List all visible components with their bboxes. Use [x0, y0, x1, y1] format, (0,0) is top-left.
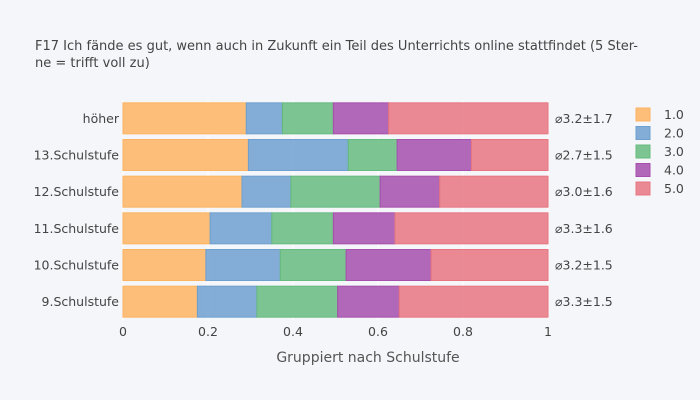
- y-tick-label: 10.Schulstufe: [34, 258, 120, 273]
- y-tick-label: 12.Schulstufe: [34, 184, 120, 199]
- bar-segment[interactable]: [281, 102, 334, 135]
- legend-label: 5.0: [664, 181, 684, 196]
- bars-layer: [122, 102, 549, 318]
- y-tick-labels: höher 13.Schulstufe 12.Schulstufe 11.Schuls…: [34, 111, 120, 309]
- x-tick-label: 1: [544, 324, 552, 339]
- stat-annotation: ⌀3.2±1.5: [555, 258, 613, 273]
- legend-swatch: [635, 181, 651, 196]
- legend-item[interactable]: 4.0: [635, 163, 684, 178]
- stat-annotation: ⌀3.3±1.6: [555, 221, 613, 236]
- y-tick-label: 11.Schulstufe: [34, 221, 120, 236]
- bar-segment[interactable]: [388, 102, 549, 135]
- bar-segment[interactable]: [271, 212, 334, 245]
- bar-segment[interactable]: [209, 212, 273, 245]
- bar-segment[interactable]: [290, 175, 381, 208]
- x-axis-label: Gruppiert nach Schulstufe: [276, 350, 459, 366]
- legend-swatch: [635, 126, 651, 140]
- chart-title-line-1: F17 Ich fände es gut, wenn auch in Zukun…: [35, 39, 638, 54]
- bar-segment[interactable]: [332, 102, 390, 135]
- bar-segment[interactable]: [396, 139, 472, 171]
- bar-segment[interactable]: [394, 212, 549, 245]
- bar-segment[interactable]: [245, 102, 283, 135]
- bar-segment[interactable]: [122, 285, 198, 318]
- legend-item[interactable]: 5.0: [635, 181, 684, 196]
- x-tick-label: 0: [119, 324, 127, 339]
- legend-item[interactable]: 2.0: [635, 126, 684, 141]
- grid-layer: [122, 100, 549, 320]
- y-tick-label: höher: [83, 111, 120, 126]
- bar-segment[interactable]: [247, 139, 349, 171]
- bar-segment[interactable]: [196, 285, 258, 318]
- bar-segment[interactable]: [337, 285, 400, 318]
- bar-segment[interactable]: [430, 249, 549, 281]
- legend-label: 4.0: [664, 163, 684, 178]
- bar-segment[interactable]: [379, 175, 441, 208]
- legend-swatch: [635, 144, 651, 159]
- bar-segment[interactable]: [122, 139, 249, 171]
- legend[interactable]: 1.0 2.0 3.0 4.0 5.0: [635, 107, 684, 196]
- legend-item[interactable]: 3.0: [635, 144, 684, 159]
- stat-annotation: ⌀3.3±1.5: [555, 294, 613, 309]
- x-tick-label: 0.2: [198, 324, 218, 339]
- stat-annotation: ⌀3.0±1.6: [555, 184, 613, 199]
- bar-segment[interactable]: [241, 175, 292, 208]
- bar-segment[interactable]: [122, 102, 247, 135]
- bar-segment[interactable]: [205, 249, 281, 281]
- y-tick-label: 9.Schulstufe: [42, 294, 120, 309]
- stat-annotation: ⌀3.2±1.7: [555, 111, 613, 126]
- bar-segment[interactable]: [122, 249, 207, 281]
- legend-swatch: [635, 107, 651, 122]
- legend-label: 1.0: [664, 107, 684, 122]
- legend-label: 2.0: [664, 126, 684, 141]
- bar-segment[interactable]: [347, 139, 398, 171]
- bar-segment[interactable]: [439, 175, 549, 208]
- x-tick-label: 0.8: [453, 324, 473, 339]
- y-tick-label: 13.Schulstufe: [34, 148, 120, 163]
- bar-segment[interactable]: [122, 175, 243, 208]
- chart-title-line-2: ne = trifft voll zu): [35, 56, 150, 71]
- bar-segment[interactable]: [332, 212, 396, 245]
- stat-annotations: ⌀3.2±1.7 ⌀2.7±1.5 ⌀3.0±1.6 ⌀3.3±1.6 ⌀3.2±1.5…: [555, 111, 613, 309]
- bar-segment[interactable]: [398, 285, 549, 318]
- x-tick-label: 0.4: [283, 324, 303, 339]
- bar-segment[interactable]: [345, 249, 432, 281]
- bar-segment[interactable]: [471, 139, 549, 171]
- stat-annotation: ⌀2.7±1.5: [555, 148, 613, 163]
- x-tick-label: 0.6: [368, 324, 388, 339]
- bar-segment[interactable]: [279, 249, 347, 281]
- bar-segment[interactable]: [256, 285, 339, 318]
- legend-swatch: [635, 163, 651, 177]
- bar-segment[interactable]: [122, 212, 211, 245]
- legend-label: 3.0: [664, 144, 684, 159]
- x-tick-labels: 0 0.2 0.4 0.6 0.8 1: [119, 324, 552, 339]
- legend-item[interactable]: 1.0: [635, 107, 684, 122]
